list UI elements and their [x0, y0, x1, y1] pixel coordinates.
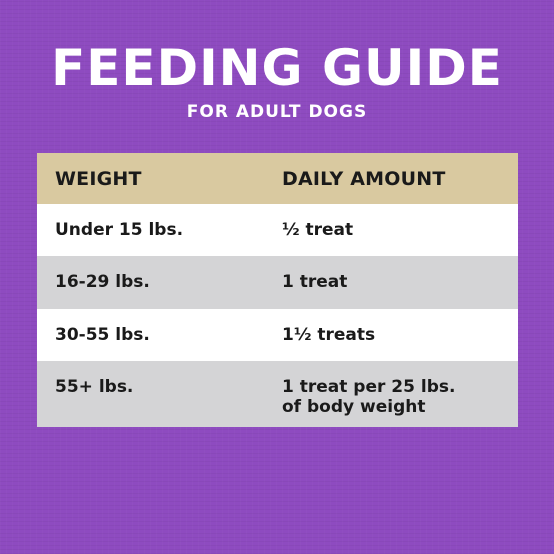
weight-cell: 30-55 lbs. — [55, 325, 150, 345]
amount-cell: 1½ treats — [282, 325, 376, 345]
weight-cell: Under 15 lbs. — [55, 220, 184, 240]
table-header-row: WEIGHT DAILY AMOUNT — [37, 153, 518, 204]
weight-cell: 16-29 lbs. — [55, 272, 150, 292]
amount-line: 1 treat per 25 lbs. — [282, 377, 456, 397]
amount-cell: ½ treat — [282, 220, 354, 240]
page-subtitle: FOR ADULT DOGS — [186, 102, 368, 122]
table-row: 30-55 lbs. 1½ treats — [37, 309, 518, 361]
table-row: 16-29 lbs. 1 treat — [37, 256, 518, 309]
column-header-daily-amount: DAILY AMOUNT — [282, 168, 446, 190]
amount-cell: 1 treat — [282, 272, 348, 292]
weight-cell: 55+ lbs. — [55, 377, 134, 397]
amount-line: of body weight — [282, 397, 426, 417]
feeding-table: WEIGHT DAILY AMOUNT Under 15 lbs. ½ trea… — [37, 153, 518, 427]
table-row: Under 15 lbs. ½ treat — [37, 204, 518, 256]
page-title: FEEDING GUIDE — [51, 39, 503, 97]
table-row: 55+ lbs. 1 treat per 25 lbs. of body wei… — [37, 361, 518, 427]
amount-cell: 1 treat per 25 lbs. of body weight — [282, 377, 455, 417]
column-header-weight: WEIGHT — [55, 168, 142, 190]
